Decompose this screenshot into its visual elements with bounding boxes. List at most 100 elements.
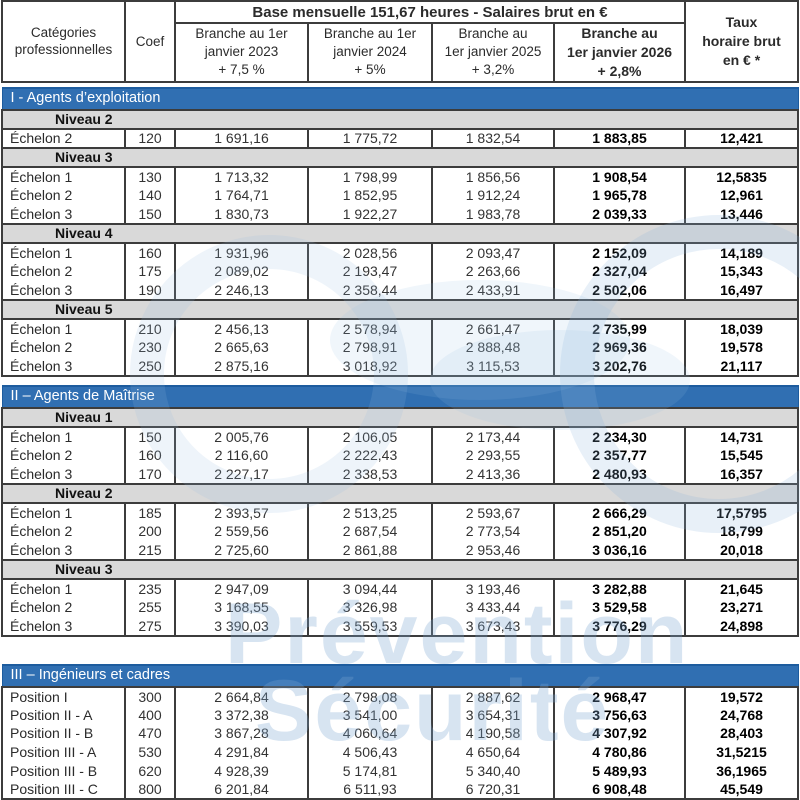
cell-2024: 4 506,43 bbox=[307, 742, 433, 762]
cell-2025: 1 832,54 bbox=[431, 127, 555, 149]
cell-taux: 23,271 bbox=[684, 597, 799, 617]
cell-2026: 2 357,77 bbox=[553, 445, 686, 465]
cell-2026: 6 908,48 bbox=[553, 780, 686, 800]
table-row: Échelon 3 170 2 227,17 2 338,53 2 413,36 2 48… bbox=[1, 464, 799, 485]
cell-label: Échelon 2 bbox=[1, 185, 126, 205]
cell-taux: 19,578 bbox=[684, 337, 799, 357]
cell-2026: 2 968,47 bbox=[553, 685, 686, 706]
cell-2025: 1 856,56 bbox=[431, 165, 555, 186]
cell-2023: 1 691,16 bbox=[174, 127, 309, 149]
cell-2024: 3 541,00 bbox=[307, 705, 433, 725]
table-row: Échelon 1 235 2 947,09 3 094,44 3 193,46 3 28… bbox=[1, 577, 799, 598]
section: II – Agents de Maîtrise Niveau 1 Échelon 1… bbox=[1, 384, 799, 637]
cell-2024: 2 338,53 bbox=[307, 464, 433, 485]
header-taux: Taux horaire brut en € * bbox=[684, 0, 799, 83]
cell-2025: 2 773,54 bbox=[431, 521, 555, 541]
cell-label: Échelon 2 bbox=[1, 445, 126, 465]
table-row: Échelon 1 160 1 931,96 2 028,56 2 093,47 2 15… bbox=[1, 241, 799, 262]
cell-coef: 200 bbox=[124, 521, 176, 541]
cell-2026: 2 502,06 bbox=[553, 280, 686, 301]
table-row: Échelon 3 250 2 875,16 3 018,92 3 115,53 3 20… bbox=[1, 356, 799, 377]
cell-2024: 2 513,25 bbox=[307, 501, 433, 522]
table-row: Échelon 3 150 1 830,73 1 922,27 1 983,78 2 03… bbox=[1, 204, 799, 225]
cell-taux: 14,731 bbox=[684, 425, 799, 446]
header-line: janvier 2023 bbox=[204, 44, 279, 60]
cell-coef: 150 bbox=[124, 425, 176, 446]
cell-taux: 20,018 bbox=[684, 540, 799, 561]
cell-2024: 2 028,56 bbox=[307, 241, 433, 262]
cell-2026: 1 965,78 bbox=[553, 185, 686, 205]
cell-coef: 230 bbox=[124, 337, 176, 357]
header-line: Branche au bbox=[458, 26, 528, 41]
cell-2024: 2 798,91 bbox=[307, 337, 433, 357]
cell-label: Échelon 3 bbox=[1, 616, 126, 637]
cell-coef: 620 bbox=[124, 761, 176, 781]
cell-label: Échelon 3 bbox=[1, 540, 126, 561]
section: III – Ingénieurs et cadres Position I 300 2… bbox=[1, 663, 799, 800]
cell-label: Échelon 2 bbox=[1, 337, 126, 357]
cell-2026: 2 735,99 bbox=[553, 317, 686, 338]
header-line: horaire brut bbox=[702, 32, 781, 49]
cell-2023: 2 947,09 bbox=[174, 577, 309, 598]
niveau-row: Niveau 3 bbox=[1, 146, 799, 168]
cell-2023: 2 227,17 bbox=[174, 464, 309, 485]
cell-2026: 2 666,29 bbox=[553, 501, 686, 522]
cell-2025: 2 263,66 bbox=[431, 261, 555, 281]
section-title-bar: I - Agents d’exploitation bbox=[1, 86, 799, 111]
niveau-label: Niveau 2 bbox=[1, 482, 799, 504]
cell-label: Échelon 1 bbox=[1, 241, 126, 262]
cell-2025: 1 983,78 bbox=[431, 204, 555, 225]
cell-2026: 2 480,93 bbox=[553, 464, 686, 485]
header-line: + 5% bbox=[354, 62, 386, 78]
cell-2023: 1 931,96 bbox=[174, 241, 309, 262]
cell-2026: 3 529,58 bbox=[553, 597, 686, 617]
cell-2025: 1 912,24 bbox=[431, 185, 555, 205]
cell-2024: 2 798,08 bbox=[307, 685, 433, 706]
cell-label: Échelon 2 bbox=[1, 127, 126, 149]
cell-2026: 2 327,04 bbox=[553, 261, 686, 281]
spacer bbox=[2, 376, 798, 386]
cell-label: Position I bbox=[1, 685, 126, 706]
niveau-label: Niveau 5 bbox=[1, 298, 799, 320]
cell-2025: 3 654,31 bbox=[431, 705, 555, 725]
section-title: I - Agents d’exploitation bbox=[1, 86, 799, 111]
cell-2024: 3 559,53 bbox=[307, 616, 433, 637]
table-row: Position II - B 470 3 867,28 4 060,64 4 190,… bbox=[1, 724, 799, 743]
cell-2024: 4 060,64 bbox=[307, 724, 433, 743]
cell-coef: 400 bbox=[124, 705, 176, 725]
header-branch-1: Branche au 1er janvier 2023 + 7,5 % bbox=[174, 22, 309, 83]
niveau-row: Niveau 2 bbox=[1, 482, 799, 504]
cell-coef: 190 bbox=[124, 280, 176, 301]
niveau-row: Niveau 3 bbox=[1, 558, 799, 580]
cell-coef: 120 bbox=[124, 127, 176, 149]
cell-label: Échelon 1 bbox=[1, 425, 126, 446]
header-line: + 2,8% bbox=[597, 62, 642, 79]
cell-2026: 2 851,20 bbox=[553, 521, 686, 541]
cell-2023: 2 393,57 bbox=[174, 501, 309, 522]
cell-taux: 13,446 bbox=[684, 204, 799, 225]
niveau-label: Niveau 2 bbox=[1, 108, 799, 130]
cell-coef: 130 bbox=[124, 165, 176, 186]
cell-2026: 4 780,86 bbox=[553, 742, 686, 762]
cell-2025: 4 190,58 bbox=[431, 724, 555, 743]
cell-2024: 1 775,72 bbox=[307, 127, 433, 149]
cell-2024: 2 687,54 bbox=[307, 521, 433, 541]
cell-2025: 3 115,53 bbox=[431, 356, 555, 377]
cell-2023: 2 089,02 bbox=[174, 261, 309, 281]
cell-coef: 255 bbox=[124, 597, 176, 617]
cell-taux: 12,961 bbox=[684, 185, 799, 205]
cell-2024: 1 922,27 bbox=[307, 204, 433, 225]
cell-coef: 470 bbox=[124, 724, 176, 743]
header-line: janvier 2024 bbox=[333, 44, 407, 60]
niveau-row: Niveau 4 bbox=[1, 222, 799, 244]
cell-2023: 1 713,32 bbox=[174, 165, 309, 186]
cell-2025: 2 173,44 bbox=[431, 425, 555, 446]
header-line: 1er janvier 2026 bbox=[566, 43, 673, 60]
cell-label: Position III - B bbox=[1, 761, 126, 781]
cell-coef: 235 bbox=[124, 577, 176, 598]
cell-2023: 2 116,60 bbox=[174, 445, 309, 465]
cell-2023: 2 664,84 bbox=[174, 685, 309, 706]
cell-label: Position II - B bbox=[1, 724, 126, 743]
cell-2025: 2 887,62 bbox=[431, 685, 555, 706]
